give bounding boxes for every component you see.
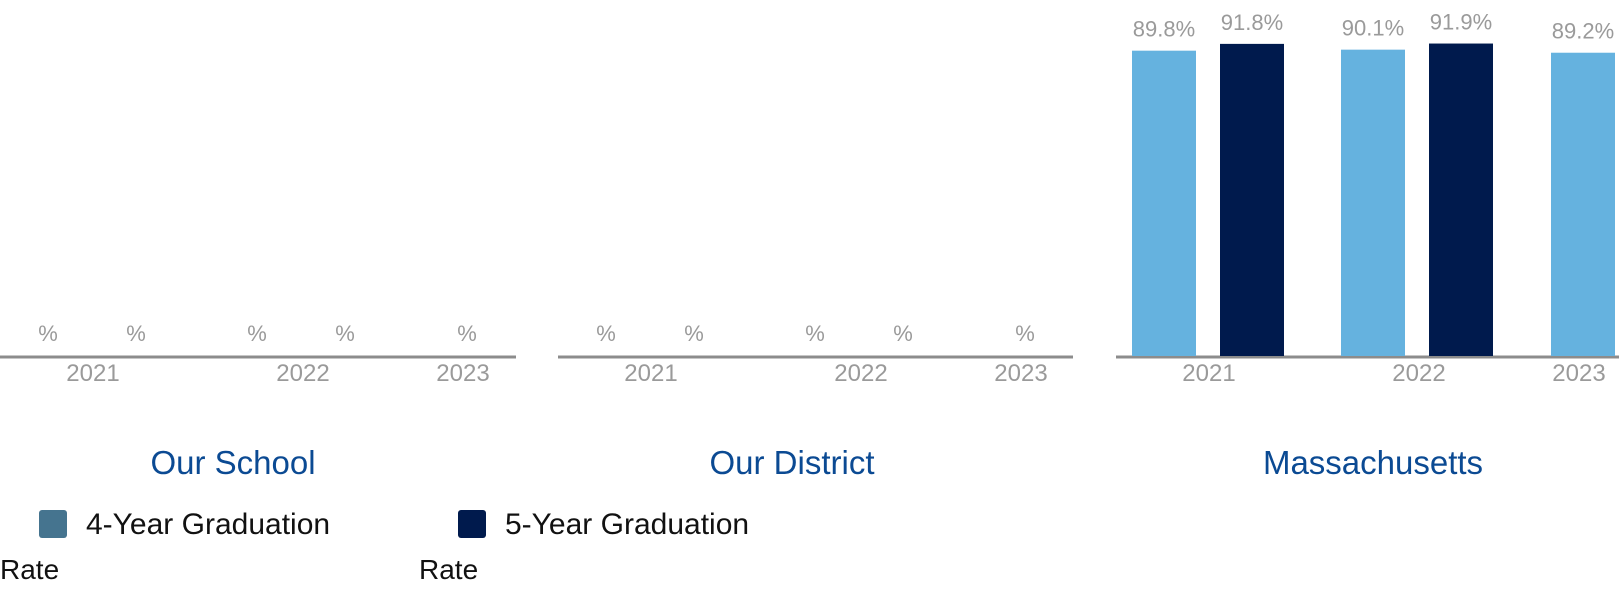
our-school-tick-2022: 2022 [276, 360, 329, 387]
massachusetts-value-label-4yr-2022: 90.1% [1342, 16, 1404, 41]
our-district-value-label-5yr-2022: % [893, 321, 913, 346]
massachusetts-tick-2021: 2021 [1182, 360, 1235, 387]
our-district-value-label-4yr-2021: % [596, 321, 616, 346]
legend-swatch-5-year [458, 510, 486, 538]
legend: 4-Year Graduation Rate 5-Year Graduation… [0, 506, 1619, 594]
legend-label-4-year: 4-Year Graduation [86, 508, 331, 541]
massachusetts-bar-4yr-2022 [1341, 49, 1405, 356]
massachusetts-bar-5yr-2022 [1429, 43, 1493, 356]
massachusetts-tick-2023: 2023 [1552, 360, 1605, 387]
our-district-tick-2023: 2023 [994, 360, 1047, 387]
massachusetts-title: Massachusetts [1263, 444, 1483, 481]
our-district-title: Our District [710, 444, 875, 481]
our-school-tick-2021: 2021 [66, 360, 119, 387]
our-school-value-label-4yr-2021: % [38, 321, 58, 346]
our-school-value-label-4yr-2022: % [247, 321, 267, 346]
massachusetts-tick-2022: 2022 [1392, 360, 1445, 387]
massachusetts-bar-5yr-2021 [1220, 43, 1284, 356]
our-district-value-label-4yr-2022: % [805, 321, 825, 346]
our-school-value-label-5yr-2022: % [335, 321, 355, 346]
legend-label-4-year-line2: Rate [0, 554, 60, 585]
massachusetts-bar-4yr-2023 [1551, 52, 1615, 356]
massachusetts-bar-4yr-2021 [1132, 50, 1196, 357]
our-district-tick-2022: 2022 [834, 360, 887, 387]
legend-label-5-year: 5-Year Graduation [505, 508, 750, 541]
legend-swatch-4-year [39, 510, 67, 538]
legend-label-5-year-line2: Rate [419, 554, 479, 585]
our-school-value-label-4yr-2023: % [457, 321, 477, 346]
our-district-value-label-5yr-2021: % [684, 321, 704, 346]
massachusetts-value-label-4yr-2023: 89.2% [1552, 19, 1614, 44]
massachusetts-value-label-5yr-2021: 91.8% [1221, 10, 1283, 35]
our-district-value-label-4yr-2023: % [1015, 321, 1035, 346]
our-district-tick-2021: 2021 [624, 360, 677, 387]
massachusetts-value-label-5yr-2022: 91.9% [1430, 10, 1492, 35]
our-school-title: Our School [150, 444, 315, 481]
our-school-tick-2023: 2023 [436, 360, 489, 387]
massachusetts-value-label-4yr-2021: 89.8% [1133, 17, 1195, 42]
our-school-value-label-5yr-2021: % [126, 321, 146, 346]
